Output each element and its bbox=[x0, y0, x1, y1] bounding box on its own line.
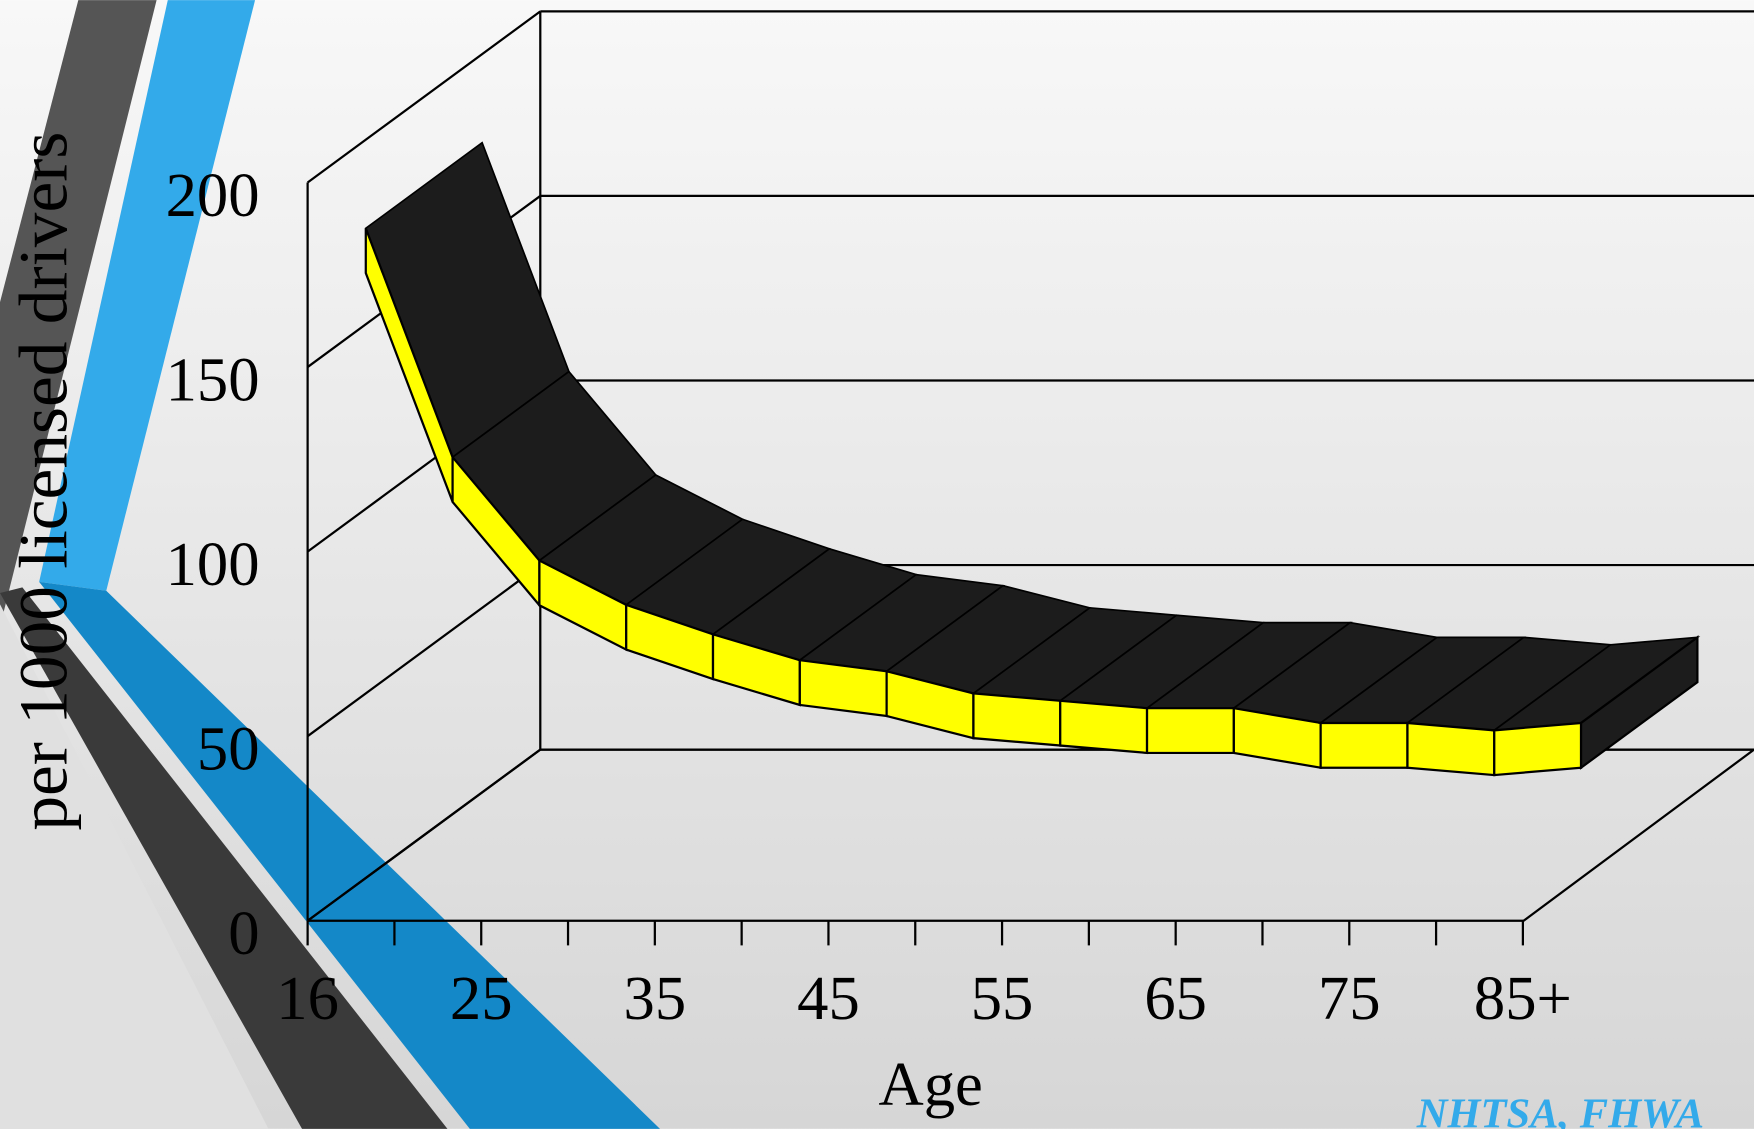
grid-line bbox=[306, 564, 541, 738]
ribbon-end bbox=[1579, 635, 1699, 770]
x-tick-label: 35 bbox=[624, 963, 687, 1033]
decor-stripe bbox=[0, 0, 157, 627]
grid-line bbox=[306, 10, 541, 184]
ribbon-front bbox=[1145, 707, 1235, 755]
y-tick-label: 50 bbox=[197, 714, 260, 784]
x-tick-label: 85+ bbox=[1474, 963, 1572, 1033]
y-tick-label: 0 bbox=[228, 898, 259, 968]
x-tick-label: 75 bbox=[1318, 963, 1381, 1033]
ribbon-front bbox=[1059, 699, 1149, 755]
x-axis-title: Age bbox=[879, 1049, 983, 1119]
decor-stripe bbox=[39, 0, 256, 591]
decor-stripe bbox=[0, 604, 269, 1129]
ribbon-front bbox=[1319, 721, 1409, 769]
y-tick-label: 200 bbox=[166, 160, 260, 230]
ribbon-front bbox=[1493, 721, 1583, 777]
ribbon-front bbox=[972, 692, 1062, 747]
x-tick-label: 45 bbox=[797, 963, 860, 1033]
x-tick-label: 25 bbox=[450, 963, 513, 1033]
x-tick-label: 65 bbox=[1144, 963, 1207, 1033]
ribbon-front bbox=[1406, 721, 1496, 777]
grid-line bbox=[306, 748, 541, 922]
x-tick-label: 16 bbox=[276, 963, 339, 1033]
y-tick-label: 100 bbox=[166, 529, 260, 599]
decor-stripe bbox=[39, 581, 660, 1129]
decor-stripe bbox=[0, 587, 448, 1129]
y-tick-label: 150 bbox=[166, 344, 260, 414]
x-tick-label: 55 bbox=[971, 963, 1034, 1033]
source-note: NHTSA, FHWA bbox=[1416, 1091, 1704, 1129]
y-axis-title: per 1000 licensed drivers bbox=[5, 132, 82, 831]
ribbon-front bbox=[798, 658, 888, 718]
